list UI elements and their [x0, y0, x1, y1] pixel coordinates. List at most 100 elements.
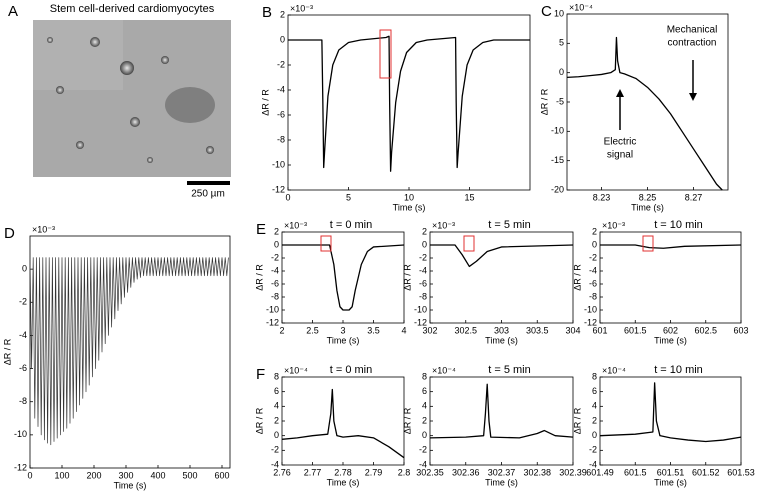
cell — [161, 56, 169, 64]
y-exponent: ×10⁻³ — [432, 220, 455, 230]
data-line — [599, 382, 742, 443]
y-axis-label: ΔR / R — [402, 264, 412, 291]
y-tick-label: -2 — [589, 445, 597, 455]
y-tick-label: 4 — [274, 401, 279, 411]
y-tick-label: 6 — [592, 386, 597, 396]
x-tick-label: 601.53 — [727, 467, 755, 477]
panel-letter: C — [541, 3, 552, 20]
y-tick-label: -5 — [556, 96, 564, 106]
scale-bar-label: 250 µm — [191, 189, 225, 200]
y-tick-label: -8 — [271, 291, 279, 301]
highlight-box — [379, 29, 392, 79]
y-exponent: ×10⁻³ — [602, 220, 625, 230]
y-tick-label: 8 — [422, 371, 427, 381]
x-tick-label: 8.27 — [685, 192, 703, 202]
data-line — [430, 244, 574, 268]
x-tick-label: 100 — [54, 470, 69, 480]
chart-panel: -4 -2 0 2 4 6 8 601.49 601.5 601.51 601.52 601.53 Ti… — [572, 364, 754, 487]
y-tick-label: 0 — [274, 430, 279, 440]
chart-panel: -20 -15 -10 -5 0 5 10 8.23 8.25 8.27 Time (s) ΔR / … — [539, 2, 729, 212]
y-tick-label: 6 — [422, 386, 427, 396]
y-tick-label: 8 — [274, 371, 279, 381]
chart-panel: -12 -10 -8 -6 -4 -2 0 0 100 200 300 400 500 600 Time (… — [2, 224, 231, 490]
x-axis-label: Time (s) — [485, 477, 518, 487]
panel-title: t = 0 min — [330, 364, 373, 376]
x-tick-label: 600 — [214, 470, 229, 480]
data-line — [281, 388, 405, 459]
y-tick-label: -4 — [277, 84, 285, 94]
y-tick-label: -8 — [589, 291, 597, 301]
x-tick-label: 3 — [340, 325, 345, 335]
x-axis-label: Time (s) — [631, 202, 664, 212]
cell — [90, 37, 100, 47]
data-line — [29, 257, 229, 446]
x-tick-label: 200 — [86, 470, 101, 480]
y-exponent: ×10⁻⁴ — [569, 2, 593, 12]
chart-panel: -12 -10 -8 -6 -4 -2 0 2 601 601.5 602 602.5 603 Time … — [572, 219, 748, 345]
y-tick-label: -2 — [419, 445, 427, 455]
y-tick-label: 4 — [422, 401, 427, 411]
x-tick-label: 303 — [494, 325, 509, 335]
cell — [206, 146, 214, 154]
y-tick-label: -4 — [589, 459, 597, 469]
y-tick-label: -2 — [271, 252, 279, 262]
y-exponent: ×10⁻⁴ — [284, 365, 308, 375]
x-tick-label: 400 — [150, 470, 165, 480]
y-tick-label: 2 — [280, 9, 285, 19]
y-tick-label: -10 — [414, 304, 427, 314]
y-tick-label: 0 — [422, 430, 427, 440]
y-tick-label: -12 — [272, 184, 285, 194]
chart-panel: -12 -10 -8 -6 -4 -2 0 2 0 5 10 15 Time (s) ΔR / R ×10⁻… — [260, 3, 531, 212]
y-tick-label: -12 — [414, 317, 427, 327]
y-tick-label: 2 — [592, 226, 597, 236]
x-tick-label: 2.77 — [304, 467, 322, 477]
y-tick-label: -12 — [14, 462, 27, 472]
image-title: Stem cell-derived cardiomyocytes — [50, 3, 215, 15]
y-tick-label: -4 — [19, 330, 27, 340]
x-axis-label: Time (s) — [327, 477, 360, 487]
y-axis-label: ΔR / R — [260, 89, 270, 116]
chart-panel: -4 -2 0 2 4 6 8 2.76 2.77 2.78 2.79 2.8 Time (s) ΔR /… — [254, 364, 410, 487]
x-axis-label: Time (s) — [393, 202, 426, 212]
y-tick-label: -4 — [419, 459, 427, 469]
x-tick-label: 602 — [663, 325, 678, 335]
y-axis-label: ΔR / R — [572, 407, 582, 434]
x-tick-label: 302.5 — [454, 325, 477, 335]
x-tick-label: 2 — [279, 325, 284, 335]
y-tick-label: -20 — [551, 184, 564, 194]
y-tick-label: 0 — [559, 67, 564, 77]
y-tick-label: -2 — [19, 297, 27, 307]
y-tick-label: -15 — [551, 155, 564, 165]
y-tick-label: -10 — [14, 429, 27, 439]
x-axis-label: Time (s) — [654, 477, 687, 487]
plot-frame — [29, 235, 231, 469]
y-axis-label: ΔR / R — [539, 88, 549, 115]
x-tick-label: 602.5 — [694, 325, 717, 335]
x-tick-label: 302.36 — [452, 467, 480, 477]
y-exponent: ×10⁻³ — [32, 224, 55, 234]
y-tick-label: -4 — [271, 265, 279, 275]
highlight-box — [463, 235, 475, 252]
x-tick-label: 2.76 — [273, 467, 291, 477]
arrowhead — [616, 89, 624, 97]
plot-frame — [281, 376, 405, 466]
x-tick-label: 2.78 — [334, 467, 352, 477]
y-tick-label: -8 — [277, 134, 285, 144]
y-tick-label: 0 — [22, 264, 27, 274]
cell — [120, 61, 134, 75]
y-tick-label: 6 — [274, 386, 279, 396]
annotation: Electric — [604, 137, 637, 148]
y-tick-label: 0 — [274, 239, 279, 249]
data-line — [600, 244, 742, 249]
highlight-box — [320, 235, 332, 252]
cell — [56, 86, 64, 94]
y-exponent: ×10⁻⁴ — [602, 365, 626, 375]
annotation: Mechanical — [667, 25, 718, 36]
y-tick-label: -4 — [419, 265, 427, 275]
x-tick-label: 304 — [565, 325, 580, 335]
y-tick-label: 10 — [554, 8, 564, 18]
y-tick-label: 2 — [274, 226, 279, 236]
x-tick-label: 8.25 — [639, 192, 657, 202]
panel-letter: D — [4, 225, 15, 242]
x-tick-label: 2.5 — [306, 325, 319, 335]
